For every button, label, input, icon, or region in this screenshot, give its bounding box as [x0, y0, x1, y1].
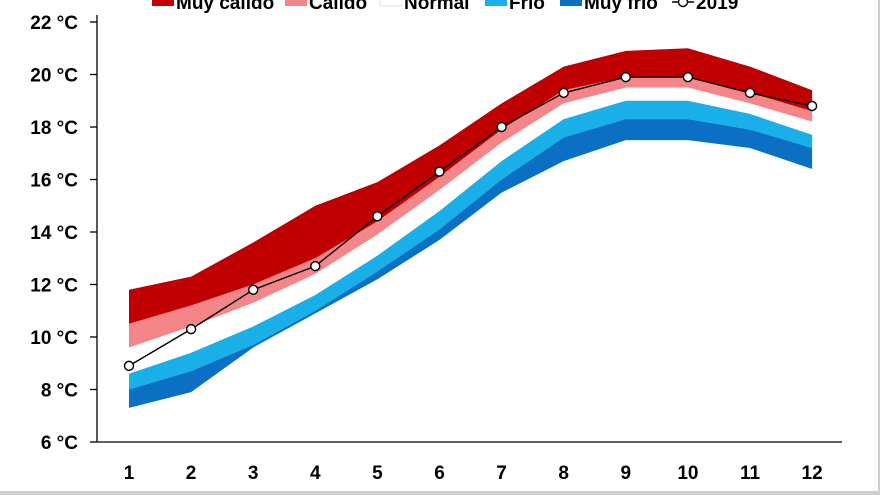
x-tick-label: 2 — [186, 463, 197, 484]
y-tick-label: 20 °C — [30, 66, 78, 87]
data-point-2019 — [496, 121, 507, 133]
y-tick-label: 16 °C — [30, 171, 78, 192]
legend-swatch — [152, 0, 174, 6]
y-tick-label: 12 °C — [30, 276, 78, 297]
data-point-2019 — [744, 87, 756, 99]
legend-label: 2019 — [696, 0, 738, 14]
series-line-2019 — [128, 76, 813, 367]
x-tick-label: 1 — [124, 463, 135, 484]
y-tick-label: 6 °C — [41, 433, 78, 454]
legend-label: Muy frío — [584, 0, 658, 14]
x-tick-label: 5 — [372, 463, 383, 484]
legend-swatch — [485, 0, 507, 6]
data-point-2019 — [620, 71, 631, 83]
x-tick-label: 10 — [677, 463, 698, 484]
data-point-2019 — [310, 260, 321, 272]
data-point-2019 — [682, 71, 694, 83]
x-tick-label: 3 — [248, 463, 259, 484]
legend-swatch — [560, 0, 582, 6]
data-point-2019 — [185, 323, 197, 335]
x-tick-label: 7 — [496, 463, 507, 484]
band-3 — [129, 87, 813, 374]
y-tick-label: 10 °C — [30, 328, 78, 349]
y-tick-label: 22 °C — [30, 13, 78, 34]
band-1 — [129, 48, 813, 324]
x-tick-label: 12 — [802, 463, 823, 484]
x-tick-label: 6 — [434, 463, 445, 484]
legend-swatch — [379, 0, 403, 7]
data-point-2019 — [372, 211, 383, 222]
legend-label: Frío — [509, 0, 545, 14]
x-tick-label: 8 — [558, 463, 569, 484]
x-tick-label: 4 — [310, 463, 321, 484]
data-point-2019 — [558, 87, 569, 99]
data-point-2019 — [434, 166, 445, 177]
band-2 — [129, 77, 813, 348]
data-point-2019 — [123, 360, 135, 372]
legend-marker-2019 — [677, 0, 689, 8]
legend-label: Muy cálido — [176, 0, 274, 14]
data-point-2019 — [247, 284, 259, 295]
data-point-2019 — [806, 100, 818, 112]
y-tick-label: 18 °C — [30, 118, 78, 139]
legend-swatch — [285, 0, 307, 6]
x-tick-label: 11 — [740, 463, 761, 484]
legend-label: Cálido — [309, 0, 367, 14]
legend-label: Normal — [404, 0, 469, 14]
band-5 — [129, 119, 813, 408]
band-4 — [129, 100, 813, 390]
y-tick-label: 8 °C — [41, 381, 78, 402]
y-tick-label: 14 °C — [30, 223, 78, 244]
x-tick-label: 9 — [621, 463, 632, 484]
